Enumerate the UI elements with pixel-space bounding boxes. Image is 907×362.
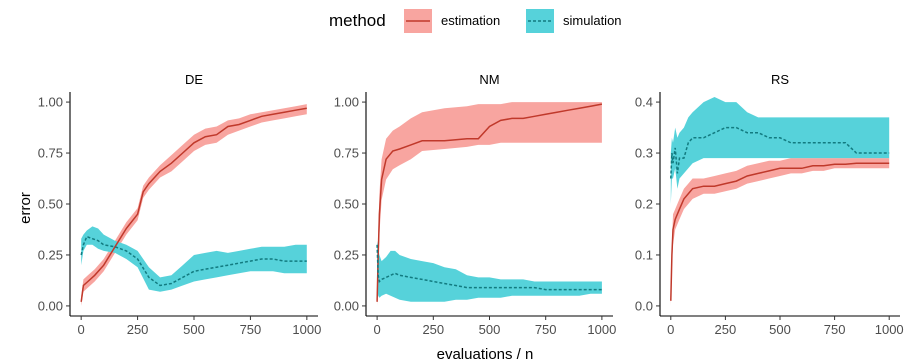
legend-label-estimation: estimation (441, 13, 500, 28)
legend-key-estimation (404, 9, 432, 33)
panel-de: DE 0.00 0.25 0.50 0.75 1.00 0 250 500 750 1000 (38, 72, 322, 337)
x-tick-label-de: 250 (127, 322, 149, 337)
legend-key-simulation (526, 9, 554, 33)
x-axis-title: evaluations / n (437, 346, 534, 362)
y-tick-label-nm: 0.25 (334, 247, 359, 262)
y-tick-label-rs: 0.2 (635, 197, 653, 212)
x-tick-label-de: 750 (240, 322, 262, 337)
ribbon-rs-simulation (670, 97, 890, 204)
line-de-estimation (80, 107, 307, 302)
y-tick-label-de: 0.50 (38, 197, 63, 212)
x-tick-label-de: 500 (183, 322, 205, 337)
x-tick-label-de: 1000 (292, 322, 321, 337)
y-tick-label-de: 0.75 (38, 146, 63, 161)
x-tick-label-rs: 0 (667, 322, 674, 337)
x-tick-label-nm: 0 (373, 322, 380, 337)
x-tick-label-nm: 500 (479, 322, 501, 337)
y-tick-label-rs: 0.3 (635, 146, 653, 161)
line-nm-estimation (376, 103, 603, 302)
y-axis-title: error (17, 192, 34, 224)
ribbon-nm-estimation (377, 102, 602, 306)
y-tick-label-rs: 0.4 (635, 95, 653, 110)
ribbon-nm-simulation (377, 240, 602, 302)
ribbon-de-estimation (81, 104, 307, 306)
line-rs-estimation (670, 162, 890, 301)
ribbon-de-simulation (81, 226, 307, 292)
x-tick-label-nm: 750 (535, 322, 557, 337)
panel-rs: RS 0.0 0.1 0.2 0.3 0.4 0 250 500 750 1000 (635, 72, 904, 337)
legend: method estimation simulation (329, 9, 622, 33)
y-tick-label-rs: 0.1 (635, 247, 653, 262)
y-tick-label-nm: 1.00 (334, 95, 359, 110)
panel-title-de: DE (185, 72, 203, 87)
panel-nm: NM 0.00 0.25 0.50 0.75 1.00 0 250 500 750 1000 (334, 72, 617, 337)
y-tick-label-nm: 0.50 (334, 197, 359, 212)
x-tick-label-rs: 500 (769, 322, 791, 337)
y-tick-label-nm: 0.75 (334, 146, 359, 161)
x-tick-label-de: 0 (78, 322, 85, 337)
y-tick-label-de: 0.00 (38, 298, 63, 313)
ribbon-rs-estimation (670, 158, 890, 306)
x-tick-label-nm: 1000 (587, 322, 616, 337)
legend-label-simulation: simulation (563, 13, 622, 28)
line-nm-simulation (376, 244, 602, 291)
x-tick-label-rs: 750 (824, 322, 846, 337)
line-rs-simulation (670, 126, 890, 179)
x-tick-label-rs: 250 (715, 322, 737, 337)
panel-title-nm: NM (479, 72, 499, 87)
line-de-simulation (80, 235, 307, 287)
x-tick-label-nm: 250 (422, 322, 444, 337)
x-tick-label-rs: 1000 (875, 322, 904, 337)
y-tick-label-de: 1.00 (38, 95, 63, 110)
y-tick-label-de: 0.25 (38, 247, 63, 262)
panel-title-rs: RS (771, 72, 789, 87)
y-tick-label-nm: 0.00 (334, 298, 359, 313)
y-tick-label-rs: 0.0 (635, 298, 653, 313)
legend-title: method (329, 11, 386, 30)
